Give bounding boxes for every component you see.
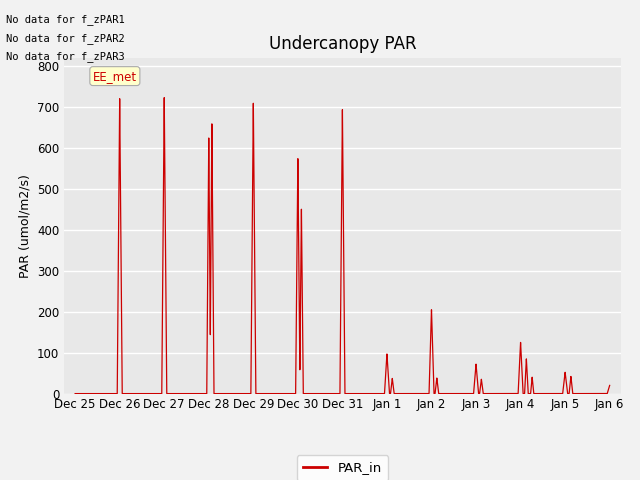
Title: Undercanopy PAR: Undercanopy PAR (269, 35, 416, 53)
Text: No data for f_zPAR1: No data for f_zPAR1 (6, 14, 125, 25)
Legend: PAR_in: PAR_in (296, 455, 388, 480)
Text: No data for f_zPAR2: No data for f_zPAR2 (6, 33, 125, 44)
Y-axis label: PAR (umol/m2/s): PAR (umol/m2/s) (19, 174, 31, 277)
Text: No data for f_zPAR3: No data for f_zPAR3 (6, 51, 125, 62)
Text: EE_met: EE_met (93, 70, 137, 83)
